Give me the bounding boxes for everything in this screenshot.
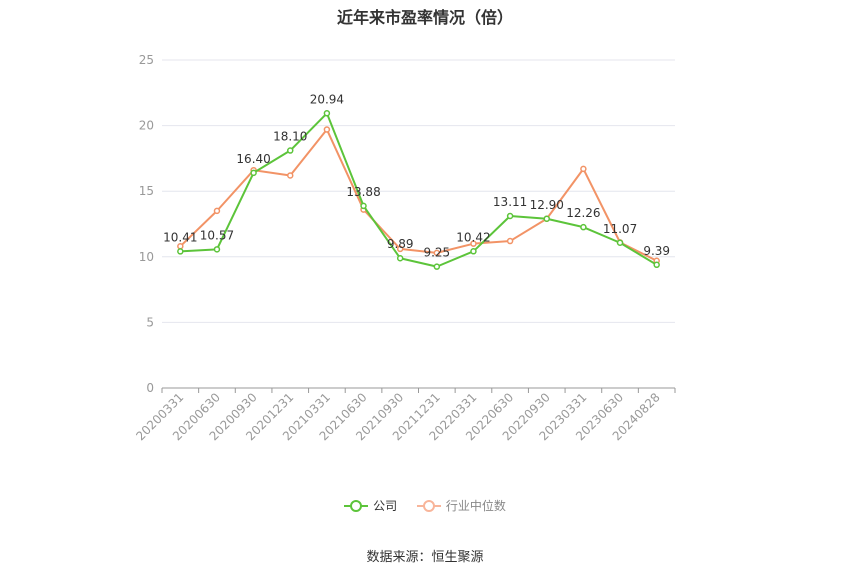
data-label-company: 11.07 [603,222,637,236]
legend-industry-median-label: 行业中位数 [445,499,506,513]
data-point-industry-median [287,172,294,179]
series-line-industry-median [179,128,658,262]
data-point-industry-median [506,237,514,245]
data-point-company [433,263,441,270]
data-point-company [616,239,624,247]
data-point-company [470,248,477,255]
data-point-industry-median [433,249,441,257]
data-label-company: 10.41 [163,230,197,244]
data-point-industry-median [580,165,587,173]
chart-title: 近年来市盈率情况（倍） [336,8,513,27]
data-point-industry-median [396,245,404,253]
data-point-company [543,215,550,223]
data-label-company: 16.40 [236,152,270,166]
data-point-industry-median [177,243,184,250]
y-tick-label: 20 [139,119,154,133]
data-label-company: 18.10 [273,130,307,144]
data-point-company [287,147,294,154]
data-point-industry-median [323,126,331,133]
data-point-company [360,202,367,210]
data-point-company [213,246,221,253]
data-point-company [323,110,331,117]
data-label-company: 12.26 [566,206,600,220]
data-label-company: 9.89 [387,237,414,251]
data-source: 数据来源：恒生聚源 [366,550,484,565]
data-point-industry-median [470,240,477,247]
data-point-company [177,248,184,255]
data-point-industry-median [213,207,221,215]
legend-company-marker [344,499,369,513]
data-point-company [506,212,514,220]
y-tick-label: 25 [139,53,154,67]
legend-item-company[interactable]: 公司 [344,497,397,514]
legend-item-industry-median[interactable]: 行业中位数 [416,497,506,514]
data-label-company: 9.25 [423,246,450,260]
data-point-company [653,261,660,269]
y-tick-label: 10 [139,250,154,264]
legend-industry-median-marker [416,499,441,513]
data-label-company: 20.94 [310,92,344,106]
series-line-company [180,112,658,268]
y-tick-label: 0 [146,381,154,395]
data-label-company: 13.88 [346,185,380,199]
data-point-company [580,223,587,231]
data-label-company: 10.57 [200,228,234,242]
line-chart: 0510152025202003312020063020200930202012… [133,53,676,443]
data-label-company: 13.11 [493,195,527,209]
data-point-company [250,169,257,177]
data-label-company: 9.39 [643,244,670,258]
data-point-company [396,254,404,262]
data-label-company: 12.90 [530,198,564,212]
legend-company-label: 公司 [373,499,398,513]
legend: 公司 行业中位数 [0,497,850,516]
y-tick-label: 5 [146,315,154,329]
y-tick-label: 15 [139,184,154,198]
data-label-company: 10.42 [456,230,490,244]
